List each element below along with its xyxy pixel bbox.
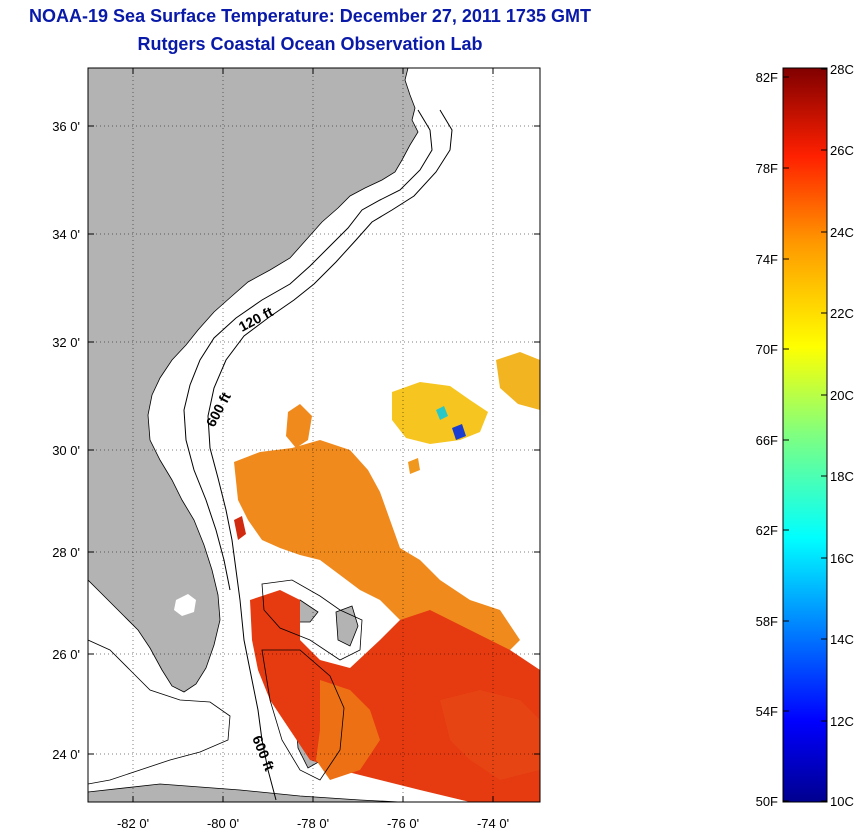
sst-patch-small-orange (408, 458, 420, 474)
sst-patch-red-coastal (234, 516, 246, 540)
cb-f-70: 70F (756, 342, 778, 357)
sst-patch-gulf-stream (234, 440, 520, 668)
cb-f-62: 62F (756, 523, 778, 538)
cb-f-82: 82F (756, 70, 778, 85)
lat-label-26: 26 0' (52, 647, 80, 662)
lat-label-34: 34 0' (52, 227, 80, 242)
lon-label-74: -74 0' (477, 816, 509, 831)
cb-c-24: 24C (830, 225, 854, 240)
lon-label-82: -82 0' (117, 816, 149, 831)
cb-c-20: 20C (830, 388, 854, 403)
graticule (88, 68, 540, 802)
sst-patch-yellow-east (496, 352, 540, 410)
land-lake-okeechobee (174, 594, 196, 616)
colorbar (782, 67, 828, 803)
colorbar-celsius-ticks (821, 68, 827, 802)
contour-120ft (183, 109, 433, 591)
sst-patch-north-orange (286, 404, 312, 448)
lon-label-78: -78 0' (297, 816, 329, 831)
lon-label-80: -80 0' (207, 816, 239, 831)
cb-c-10: 10C (830, 794, 854, 809)
cb-f-54: 54F (756, 704, 778, 719)
cb-c-28: 28C (830, 62, 854, 77)
lat-label-32: 32 0' (52, 335, 80, 350)
lat-label-36: 36 0' (52, 119, 80, 134)
map-subtitle: Rutgers Coastal Ocean Observation Lab (137, 34, 483, 54)
contour-600ft (207, 109, 453, 801)
lon-label-76: -76 0' (387, 816, 419, 831)
sst-patch-blue-spot (452, 424, 466, 440)
cb-c-22: 22C (830, 306, 854, 321)
cb-c-16: 16C (830, 551, 854, 566)
contour-bahamas-south (261, 649, 345, 781)
colorbar-fahrenheit-ticks (783, 76, 789, 802)
sst-data-layer (234, 352, 540, 802)
axis-ticks (88, 68, 540, 802)
sst-patch-cyan-spot (436, 406, 448, 420)
map-title: NOAA-19 Sea Surface Temperature: Decembe… (29, 6, 591, 26)
cb-f-74: 74F (756, 252, 778, 267)
cb-c-26: 26C (830, 143, 854, 158)
contour-fl-keys (88, 639, 231, 785)
cb-c-18: 18C (830, 469, 854, 484)
cb-c-12: 12C (830, 714, 854, 729)
sst-patch-east-red (440, 690, 540, 780)
cb-c-14: 14C (830, 632, 854, 647)
lat-label-30: 30 0' (52, 443, 80, 458)
cb-f-58: 58F (756, 614, 778, 629)
contour-bahamas-bank (261, 579, 363, 661)
cb-f-66: 66F (756, 433, 778, 448)
map-border (87, 67, 541, 803)
cb-f-78: 78F (756, 161, 778, 176)
land-cuba-edge (88, 783, 401, 802)
sst-patch-south-orange (316, 680, 380, 780)
cb-f-50: 50F (756, 794, 778, 809)
land-us-east-coast (88, 68, 419, 693)
lat-label-28: 28 0' (52, 545, 80, 560)
lat-label-24: 24 0' (52, 747, 80, 762)
